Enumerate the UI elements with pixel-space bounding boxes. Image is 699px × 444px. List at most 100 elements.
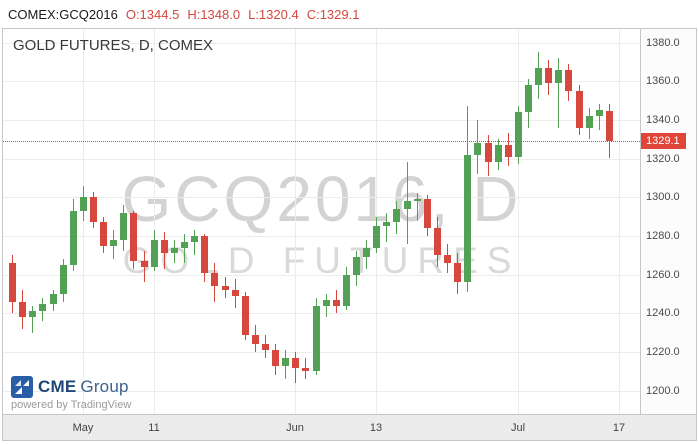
symbol-name: COMEX:GCQ2016 [8,6,118,22]
candle-body [60,265,67,295]
candle-body [505,145,512,157]
candle-body [141,261,148,267]
candle-body [586,116,593,128]
candle-body [545,67,552,84]
time-tick-label: May [72,421,94,434]
watermark-symbol: GCQ2016, D [121,162,522,235]
time-tick-label: 17 [612,421,626,434]
candle-body [9,263,16,302]
grid-line-horizontal [3,42,640,44]
candle-body [252,334,259,345]
candle-body [161,239,168,254]
candle-body [110,239,117,246]
candle-body [424,199,431,229]
price-tick-label: 1300.0 [646,191,680,204]
grid-line-horizontal [3,81,640,83]
chart-title: GOLD FUTURES, D, COMEX [13,37,214,54]
last-price-line [3,141,640,143]
candle-body [343,274,350,306]
candle-body [181,241,188,248]
candle-body [606,111,613,141]
candle-body [242,295,249,335]
price-axis[interactable]: 1380.0 1360.0 1340.0 1320.0 1300.0 1280.0 1260… [641,29,696,414]
cme-logo-row: CME Group [11,376,131,398]
candle-body [525,85,532,113]
price-tick-label: 1280.0 [646,230,680,242]
candle-wick [194,230,195,256]
candlestick-plot[interactable]: GCQ2016, D GOLD FUTURES GOLD FUTURES, D,… [3,29,641,414]
candle-body [50,294,57,304]
grid-line-vertical [83,29,84,414]
price-tick-label: 1220.0 [646,346,680,359]
candle-body [211,272,218,287]
cme-group-logo[interactable]: CME Group powered by TradingView [11,376,131,411]
grid-line-horizontal [3,236,640,237]
price-tick-label: 1200.0 [646,384,680,397]
grid-line-vertical [518,29,519,414]
grid-line-horizontal [3,390,640,392]
open-value: O:1344.5 [125,6,180,22]
candle-body [515,112,522,157]
candle-wick [184,234,185,264]
symbol-info-bar: COMEX:GCQ2016 O:1344.5 H:1348.0 L:1320.4… [0,0,699,28]
candle-body [130,212,137,262]
candle-body [70,210,77,265]
candle-body [100,222,107,246]
candle-body [19,301,26,318]
grid-line-horizontal [3,158,640,160]
time-axis[interactable]: May 11 Jun 13 Jul 17 [3,414,696,440]
candle-body [474,143,481,155]
candle-body [404,201,411,209]
candle-body [454,263,461,283]
candle-body [171,247,178,254]
price-tick-label: 1380.0 [646,36,680,49]
candle-body [313,305,320,372]
candle-body [191,236,198,242]
candle-body [333,299,340,306]
time-tick-label: Jun [286,421,304,434]
candle-body [222,286,229,291]
candle-wick [599,104,600,130]
candle-body [151,239,158,267]
price-tick-label: 1240.0 [646,307,680,320]
candle-wick [417,193,418,221]
high-value: H:1348.0 [187,6,241,22]
candle-body [485,143,492,163]
price-tick-label: 1340.0 [646,113,680,126]
candle-body [232,290,239,296]
watermark: GCQ2016, D GOLD FUTURES [3,29,640,414]
candle-body [353,257,360,275]
grid-line-horizontal [3,119,640,121]
time-tick-label: 13 [369,421,383,434]
close-value: C:1329.1 [306,6,360,22]
candle-body [90,197,97,223]
candle-body [80,197,87,211]
price-tick-label: 1260.0 [646,268,680,281]
candle-body [434,228,441,256]
grid-line-horizontal [3,313,640,315]
grid-line-horizontal [3,274,640,276]
candle-body [393,208,400,223]
candle-wick [386,212,387,242]
candle-body [383,222,390,227]
candle-body [596,110,603,117]
powered-by-tradingview[interactable]: powered by TradingView [11,399,132,411]
time-tick-label: 11 [148,421,160,434]
candle-body [576,90,583,128]
candle-body [535,67,542,86]
candle-wick [326,294,327,318]
candle-body [282,357,289,366]
candle-body [29,311,36,318]
grid-line-vertical [619,29,620,414]
candle-body [565,69,572,91]
grid-line-vertical [295,29,296,414]
candle-body [120,212,127,240]
grid-line-horizontal [3,352,640,354]
candle-body [373,226,380,248]
chart-frame: GCQ2016, D GOLD FUTURES GOLD FUTURES, D,… [2,28,697,441]
cme-group-wordmark: CME Group [38,377,129,397]
cme-logo-icon [11,376,33,398]
grid-line-vertical [154,29,155,414]
cme-text: CME [38,377,77,396]
